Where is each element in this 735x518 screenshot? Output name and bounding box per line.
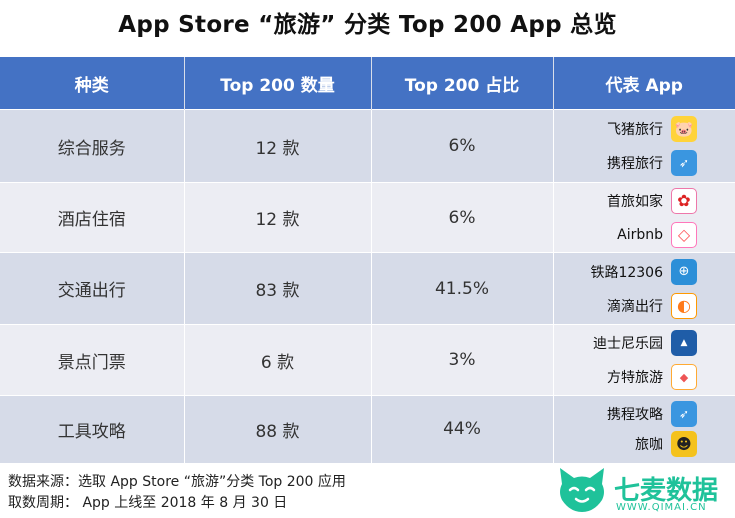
table-row: 工具攻略 88 款 44% 携程攻略 ➶ 旅咖 ☻ xyxy=(0,395,735,463)
cat-logo-icon xyxy=(560,468,604,512)
app-item: 方特旅游 ◆ xyxy=(554,360,735,394)
share-cell: 44% xyxy=(371,395,554,463)
disney-icon: ▲ xyxy=(671,330,697,356)
app-name: 滴滴出行 xyxy=(607,298,663,315)
table-row: 景点门票 6 款 3% 迪士尼乐园 ▲ 方特旅游 ◆ xyxy=(0,324,735,396)
bird-icon: ➶ xyxy=(671,401,697,428)
data-source-note: 数据来源：选取 App Store “旅游”分类 Top 200 应用 xyxy=(8,474,346,490)
apps-cell: 首旅如家 ✿ Airbnb ◇ xyxy=(553,182,735,253)
app-item: 滴滴出行 ◐ xyxy=(554,289,735,323)
app-item: 携程攻略 ➶ xyxy=(554,399,735,429)
count-cell: 12 款 xyxy=(184,182,372,253)
app-name: 迪士尼乐园 xyxy=(593,336,663,352)
header-count: Top 200 数量 xyxy=(184,57,372,110)
app-item: 飞猪旅行 🐷 xyxy=(554,112,735,146)
count-cell: 83 款 xyxy=(184,252,372,325)
pig-icon: 🐷 xyxy=(671,116,697,142)
table-row: 综合服务 12 款 6% 飞猪旅行 🐷 携程旅行 ➶ xyxy=(0,109,735,183)
count-cell: 6 款 xyxy=(184,324,372,396)
brand-name: 七麦数据 xyxy=(614,476,719,506)
table-row: 酒店住宿 12 款 6% 首旅如家 ✿ Airbnb ◇ xyxy=(0,182,735,253)
header-apps: 代表 App xyxy=(553,57,735,110)
category-cell: 工具攻略 xyxy=(0,395,185,463)
footer-notes: 数据来源：选取 App Store “旅游”分类 Top 200 应用 取数周期… xyxy=(8,472,528,514)
brand-url: WWW.QIMAI.CN xyxy=(616,502,707,513)
app-item: 首旅如家 ✿ xyxy=(554,184,735,218)
bird-icon: ➶ xyxy=(671,150,697,176)
app-item: 携程旅行 ➶ xyxy=(554,146,735,180)
fangte-icon: ◆ xyxy=(671,364,697,390)
app-item: 旅咖 ☻ xyxy=(554,429,735,459)
category-cell: 综合服务 xyxy=(0,109,185,183)
app-item: 迪士尼乐园 ▲ xyxy=(554,326,735,360)
share-cell: 6% xyxy=(371,182,554,253)
share-cell: 41.5% xyxy=(371,252,554,325)
page-title: App Store “旅游” 分类 Top 200 App 总览 xyxy=(118,12,617,38)
didi-icon: ◐ xyxy=(671,292,697,319)
app-name: 飞猪旅行 xyxy=(607,122,663,138)
count-cell: 12 款 xyxy=(184,109,372,183)
app-name: 方特旅游 xyxy=(607,370,663,386)
app-item: Airbnb ◇ xyxy=(554,218,735,252)
app-name: 携程旅行 xyxy=(607,156,663,172)
app-item: 铁路12306 ⊕ xyxy=(554,255,735,289)
tiger-icon: ☻ xyxy=(671,431,697,458)
app-name: 旅咖 xyxy=(635,437,663,454)
share-cell: 6% xyxy=(371,109,554,183)
apps-cell: 携程攻略 ➶ 旅咖 ☻ xyxy=(553,395,735,463)
count-cell: 88 款 xyxy=(184,395,372,463)
app-name: 首旅如家 xyxy=(607,193,663,210)
railway-icon: ⊕ xyxy=(671,258,697,285)
category-cell: 景点门票 xyxy=(0,324,185,396)
share-cell: 3% xyxy=(371,324,554,396)
airbnb-icon: ◇ xyxy=(671,221,697,248)
app-name: 铁路12306 xyxy=(590,264,663,281)
app-name: 携程攻略 xyxy=(607,407,663,424)
header-share: Top 200 占比 xyxy=(371,57,554,110)
header-category: 种类 xyxy=(0,57,185,110)
hotel-icon: ✿ xyxy=(671,187,697,214)
table-row: 交通出行 83 款 41.5% 铁路12306 ⊕ 滴滴出行 ◐ xyxy=(0,252,735,325)
apps-cell: 飞猪旅行 🐷 携程旅行 ➶ xyxy=(553,109,735,183)
brand-logo: 七麦数据 WWW.QIMAI.CN xyxy=(550,464,735,516)
apps-cell: 铁路12306 ⊕ 滴滴出行 ◐ xyxy=(553,252,735,325)
data-period-note: 取数周期： App 上线至 2018 年 8 月 30 日 xyxy=(8,495,288,511)
table-header-row: 种类 Top 200 数量 Top 200 占比 代表 App xyxy=(0,57,735,110)
category-cell: 酒店住宿 xyxy=(0,182,185,253)
category-cell: 交通出行 xyxy=(0,252,185,325)
app-name: Airbnb xyxy=(617,226,663,243)
apps-cell: 迪士尼乐园 ▲ 方特旅游 ◆ xyxy=(553,324,735,396)
app-overview-table: 种类 Top 200 数量 Top 200 占比 代表 App 综合服务 12 … xyxy=(0,57,735,463)
